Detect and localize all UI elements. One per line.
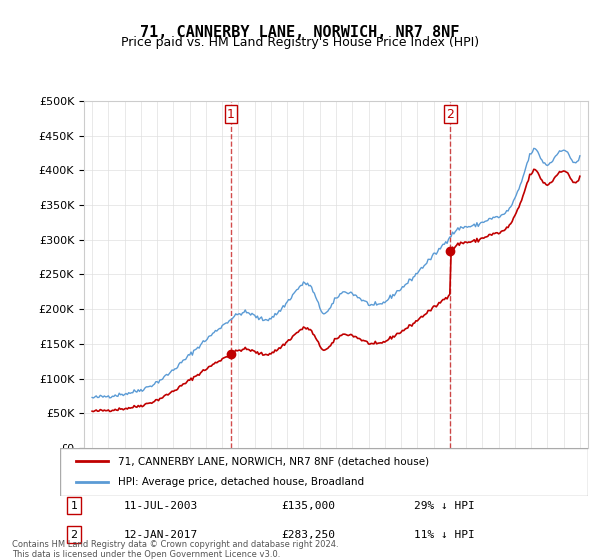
Text: Contains HM Land Registry data © Crown copyright and database right 2024.
This d: Contains HM Land Registry data © Crown c… [12,540,338,559]
Text: £135,000: £135,000 [282,501,336,511]
FancyBboxPatch shape [60,448,588,496]
Text: 29% ↓ HPI: 29% ↓ HPI [414,501,475,511]
Text: 11-JUL-2003: 11-JUL-2003 [124,501,197,511]
Text: 12-JAN-2017: 12-JAN-2017 [124,530,197,540]
Text: 2: 2 [446,108,454,121]
Text: £283,250: £283,250 [282,530,336,540]
Text: 71, CANNERBY LANE, NORWICH, NR7 8NF: 71, CANNERBY LANE, NORWICH, NR7 8NF [140,25,460,40]
Text: 1: 1 [71,501,77,511]
Text: Price paid vs. HM Land Registry's House Price Index (HPI): Price paid vs. HM Land Registry's House … [121,36,479,49]
Text: 11% ↓ HPI: 11% ↓ HPI [414,530,475,540]
Text: 71, CANNERBY LANE, NORWICH, NR7 8NF (detached house): 71, CANNERBY LANE, NORWICH, NR7 8NF (det… [118,456,429,466]
Text: 2: 2 [71,530,77,540]
Text: 1: 1 [227,108,235,121]
Text: HPI: Average price, detached house, Broadland: HPI: Average price, detached house, Broa… [118,477,364,487]
